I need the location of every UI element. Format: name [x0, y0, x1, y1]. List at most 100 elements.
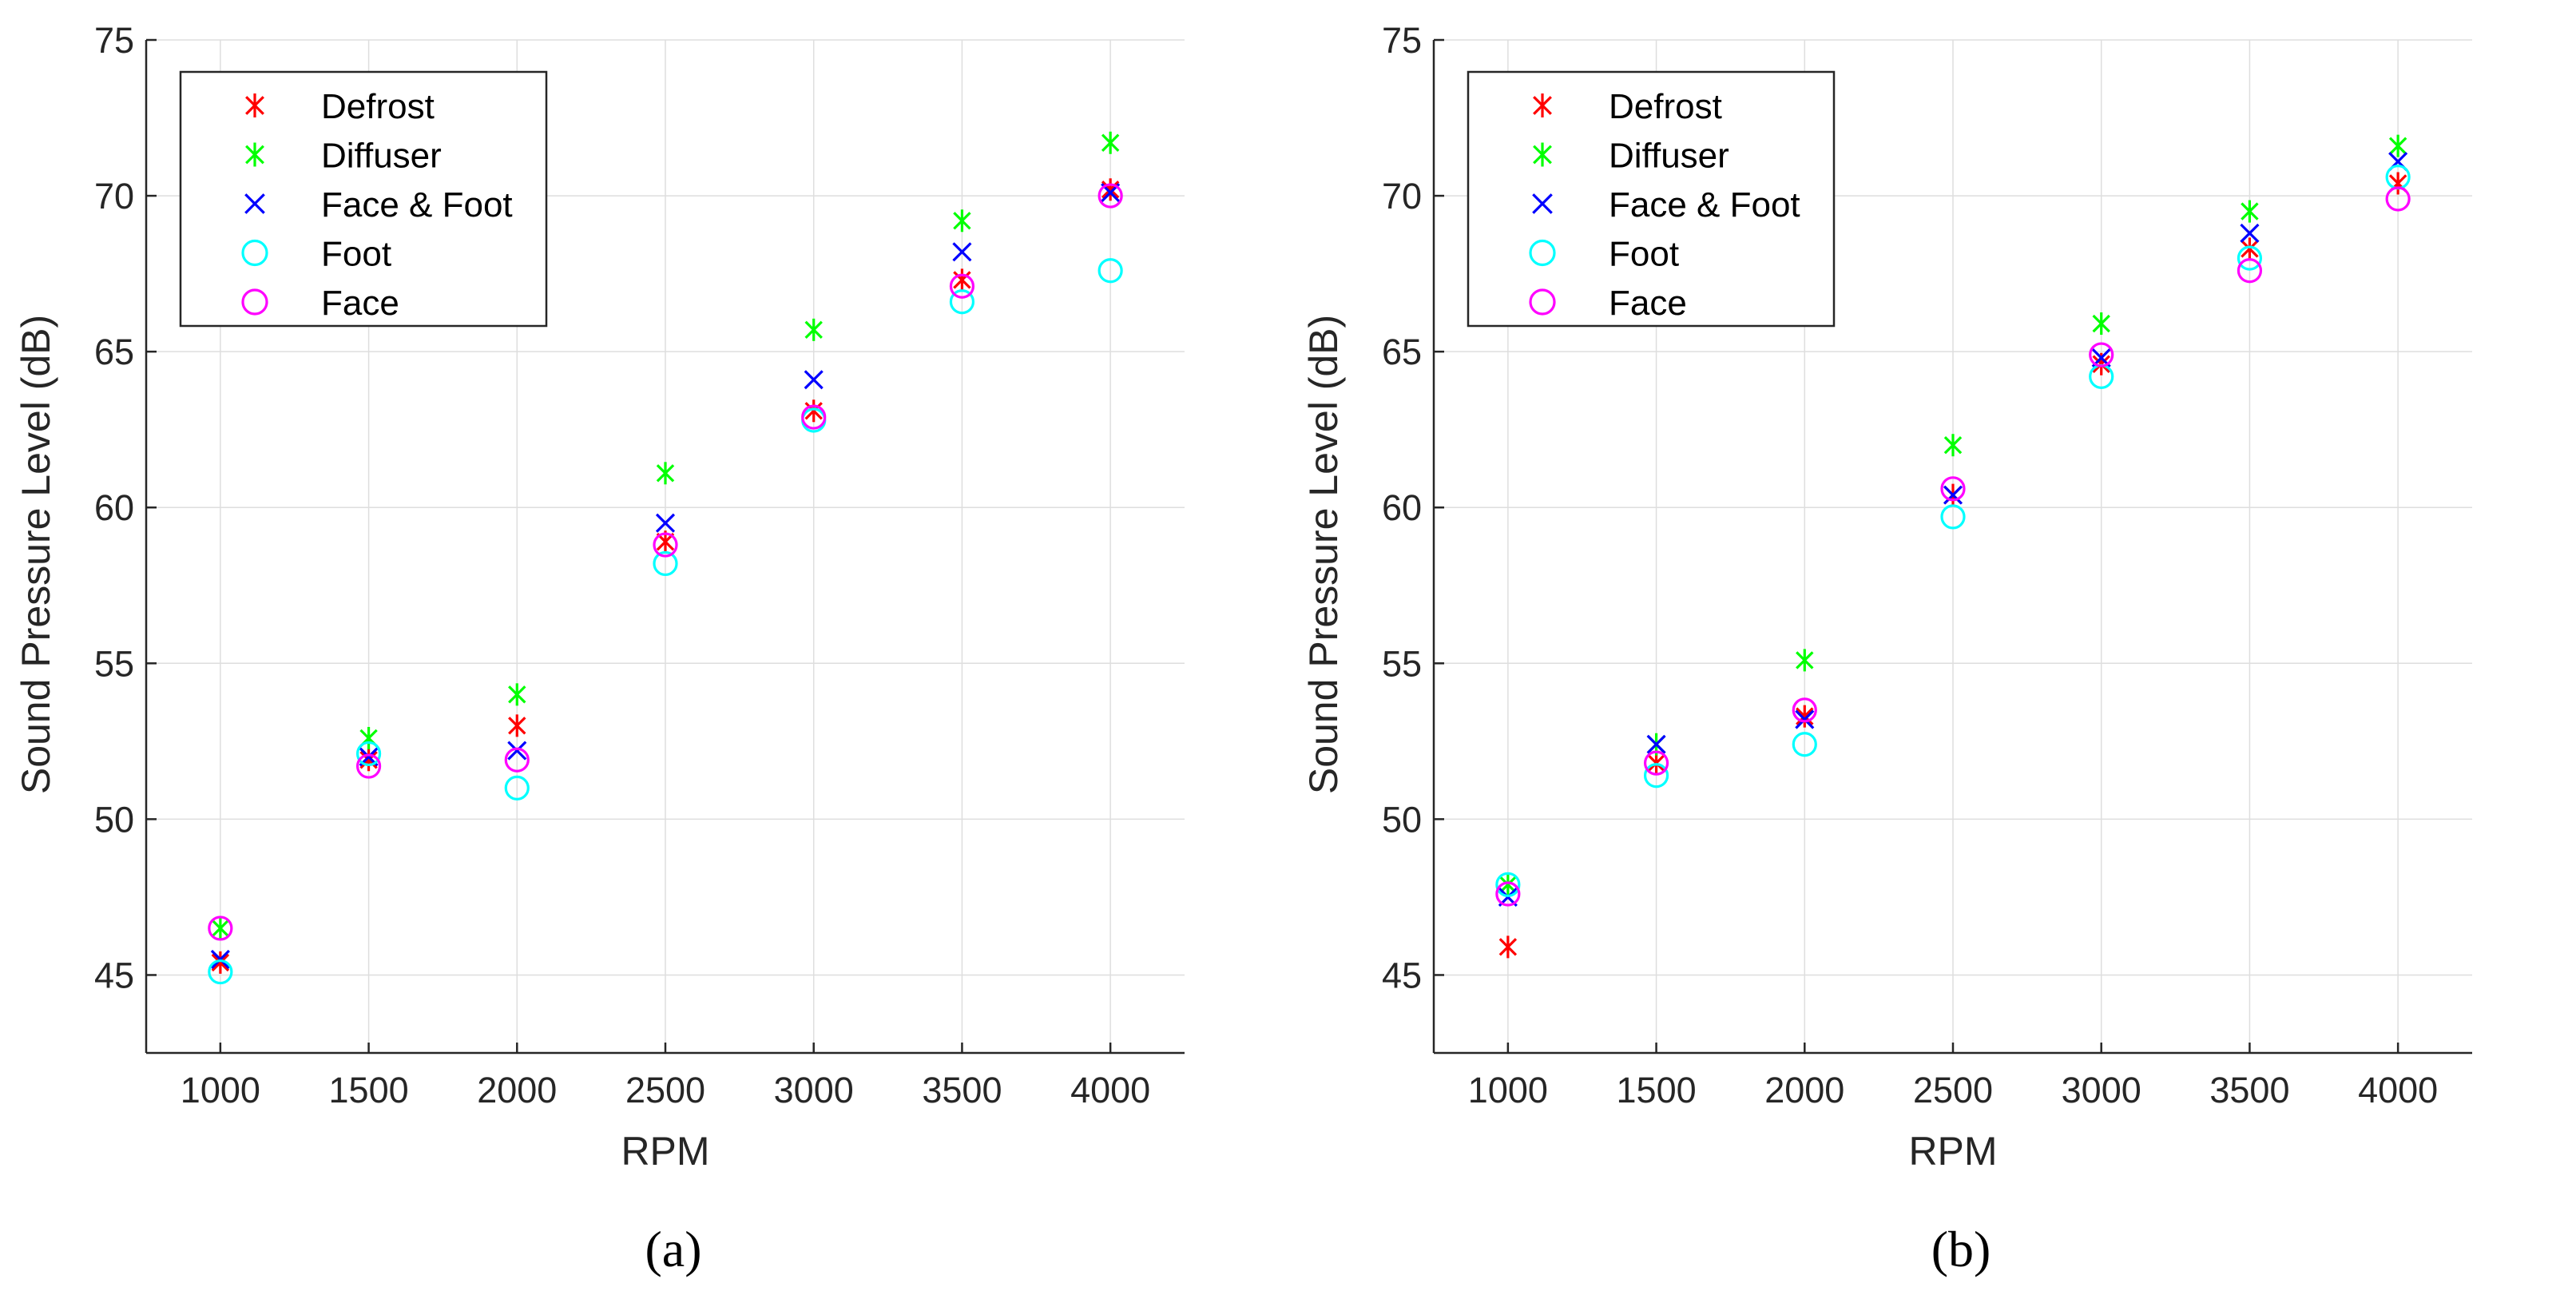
point-face-foot-1500 — [1646, 734, 1666, 754]
point-face-4000 — [1097, 183, 1123, 209]
x-tick-label: 4000 — [1070, 1070, 1150, 1110]
point-face-3500 — [2237, 258, 2263, 284]
x-tick-label: 2500 — [625, 1070, 705, 1110]
point-defrost-2000 — [1796, 705, 1814, 728]
y-tick-label: 60 — [1382, 487, 1422, 528]
y-tick-label: 65 — [94, 332, 134, 372]
point-diffuser-2500 — [656, 462, 675, 485]
y-tick-label: 75 — [1382, 20, 1422, 61]
legend-marker-foot — [241, 239, 268, 267]
data-points — [208, 131, 1123, 985]
legend-marker-face — [1529, 288, 1556, 316]
point-diffuser-1500 — [359, 726, 378, 749]
point-face-foot-1000 — [210, 949, 230, 970]
point-defrost-1000 — [211, 951, 230, 974]
legend-box — [1467, 70, 1836, 328]
point-face-3000 — [801, 404, 827, 430]
legend-label-diffuser: Diffuser — [321, 137, 442, 176]
point-diffuser-3000 — [804, 318, 823, 341]
y-tick-label: 60 — [94, 487, 134, 528]
point-face-1000 — [208, 916, 233, 941]
y-tick-label: 50 — [94, 799, 134, 840]
point-defrost-3500 — [953, 268, 971, 292]
point-face-1000 — [1495, 881, 1521, 907]
y-tick-label: 65 — [1382, 332, 1422, 372]
legend-marker-face — [241, 288, 268, 316]
point-defrost-4000 — [2388, 172, 2407, 195]
legend-item-foot: Foot — [241, 235, 391, 274]
legend-item-face-foot: Face & Foot — [1532, 185, 1800, 224]
y-tick-label: 70 — [94, 176, 134, 216]
legend-label-face-foot: Face & Foot — [1609, 185, 1800, 224]
point-face-2000 — [504, 747, 530, 773]
point-foot-3500 — [949, 289, 975, 315]
legend-label-foot: Foot — [321, 235, 391, 274]
point-defrost-1000 — [1498, 935, 1518, 959]
y-tick-label: 55 — [94, 643, 134, 684]
point-diffuser-2000 — [1796, 649, 1814, 672]
legend: Defrost Diffuser Face & Foot Foot Face — [1467, 70, 1836, 328]
point-face-1500 — [1643, 750, 1669, 776]
point-face-foot-3500 — [2240, 223, 2260, 243]
point-defrost-4000 — [1101, 178, 1120, 201]
point-defrost-3000 — [804, 399, 823, 423]
legend-marker-diffuser — [1533, 142, 1552, 167]
x-tick-label: 3500 — [922, 1070, 1002, 1110]
point-diffuser-3500 — [2241, 200, 2259, 223]
y-axis-label: Sound Pressure Level (dB) — [14, 315, 58, 794]
point-face-2500 — [653, 532, 678, 558]
x-tick-label: 1000 — [1468, 1070, 1548, 1110]
legend-label-face: Face — [1609, 284, 1687, 323]
point-face-1500 — [355, 753, 382, 779]
y-tick-label: 50 — [1382, 799, 1422, 840]
point-foot-2000 — [1792, 732, 1817, 757]
point-foot-1000 — [1495, 872, 1521, 897]
y-tick-label: 45 — [94, 955, 134, 995]
point-foot-1500 — [1643, 763, 1669, 789]
scatter-chart-a: 1000 1500 2000 2500 3000 3500 4000 45 50 55 60 65 70… — [14, 20, 1185, 1277]
legend-label-diffuser: Diffuser — [1609, 137, 1729, 176]
x-tick-label: 1500 — [1617, 1070, 1697, 1110]
x-tick-label: 3000 — [774, 1070, 854, 1110]
point-diffuser-4000 — [1101, 131, 1120, 154]
legend-item-diffuser: Diffuser — [245, 137, 442, 176]
point-face-foot-3500 — [952, 242, 972, 262]
legend-item-diffuser: Diffuser — [1533, 137, 1729, 176]
legend-item-defrost: Defrost — [1533, 87, 1722, 126]
point-diffuser-2500 — [1943, 434, 1963, 457]
legend: Defrost Diffuser Face & Foot Foot Face — [179, 70, 548, 328]
x-tick-label: 3000 — [2062, 1070, 2141, 1110]
point-face-2000 — [1792, 697, 1817, 723]
point-face-4000 — [2385, 186, 2411, 212]
point-face-foot-2500 — [655, 513, 676, 533]
point-face-foot-2000 — [1795, 709, 1815, 729]
point-defrost-2000 — [508, 714, 526, 737]
point-diffuser-1000 — [211, 916, 230, 939]
legend-item-foot: Foot — [1529, 235, 1679, 274]
point-diffuser-3000 — [2092, 312, 2110, 336]
y-axis-label: Sound Pressure Level (dB) — [1301, 315, 1346, 794]
point-foot-4000 — [1097, 258, 1123, 284]
grid-lines — [1434, 39, 2472, 1053]
legend-marker-diffuser — [245, 142, 264, 167]
point-diffuser-2000 — [508, 683, 526, 706]
point-face-foot-2000 — [507, 741, 527, 761]
point-face-foot-2500 — [1943, 485, 1963, 505]
point-face-3500 — [949, 273, 975, 299]
panel-caption-a: (a) — [645, 1221, 701, 1277]
legend-label-defrost: Defrost — [1609, 87, 1722, 126]
point-face-foot-3000 — [804, 370, 824, 390]
legend-marker-defrost — [1533, 93, 1552, 117]
x-tick-label: 4000 — [2358, 1070, 2438, 1110]
point-foot-3500 — [2237, 245, 2263, 271]
legend-item-face: Face — [1529, 284, 1687, 323]
legend-box — [179, 70, 548, 328]
x-tick-label: 2000 — [477, 1070, 557, 1110]
legend-label-defrost: Defrost — [321, 87, 435, 126]
point-defrost-1500 — [359, 749, 378, 772]
legend-item-face-foot: Face & Foot — [244, 185, 513, 224]
point-diffuser-3500 — [953, 209, 971, 232]
chart-panel-a: 1000 1500 2000 2500 3000 3500 4000 45 50 55 60 65 70… — [14, 20, 1185, 1277]
scatter-chart-b: 1000 1500 2000 2500 3000 3500 4000 45 50 55 60 65 70… — [1301, 20, 2472, 1277]
legend-label-face-foot: Face & Foot — [321, 185, 513, 224]
